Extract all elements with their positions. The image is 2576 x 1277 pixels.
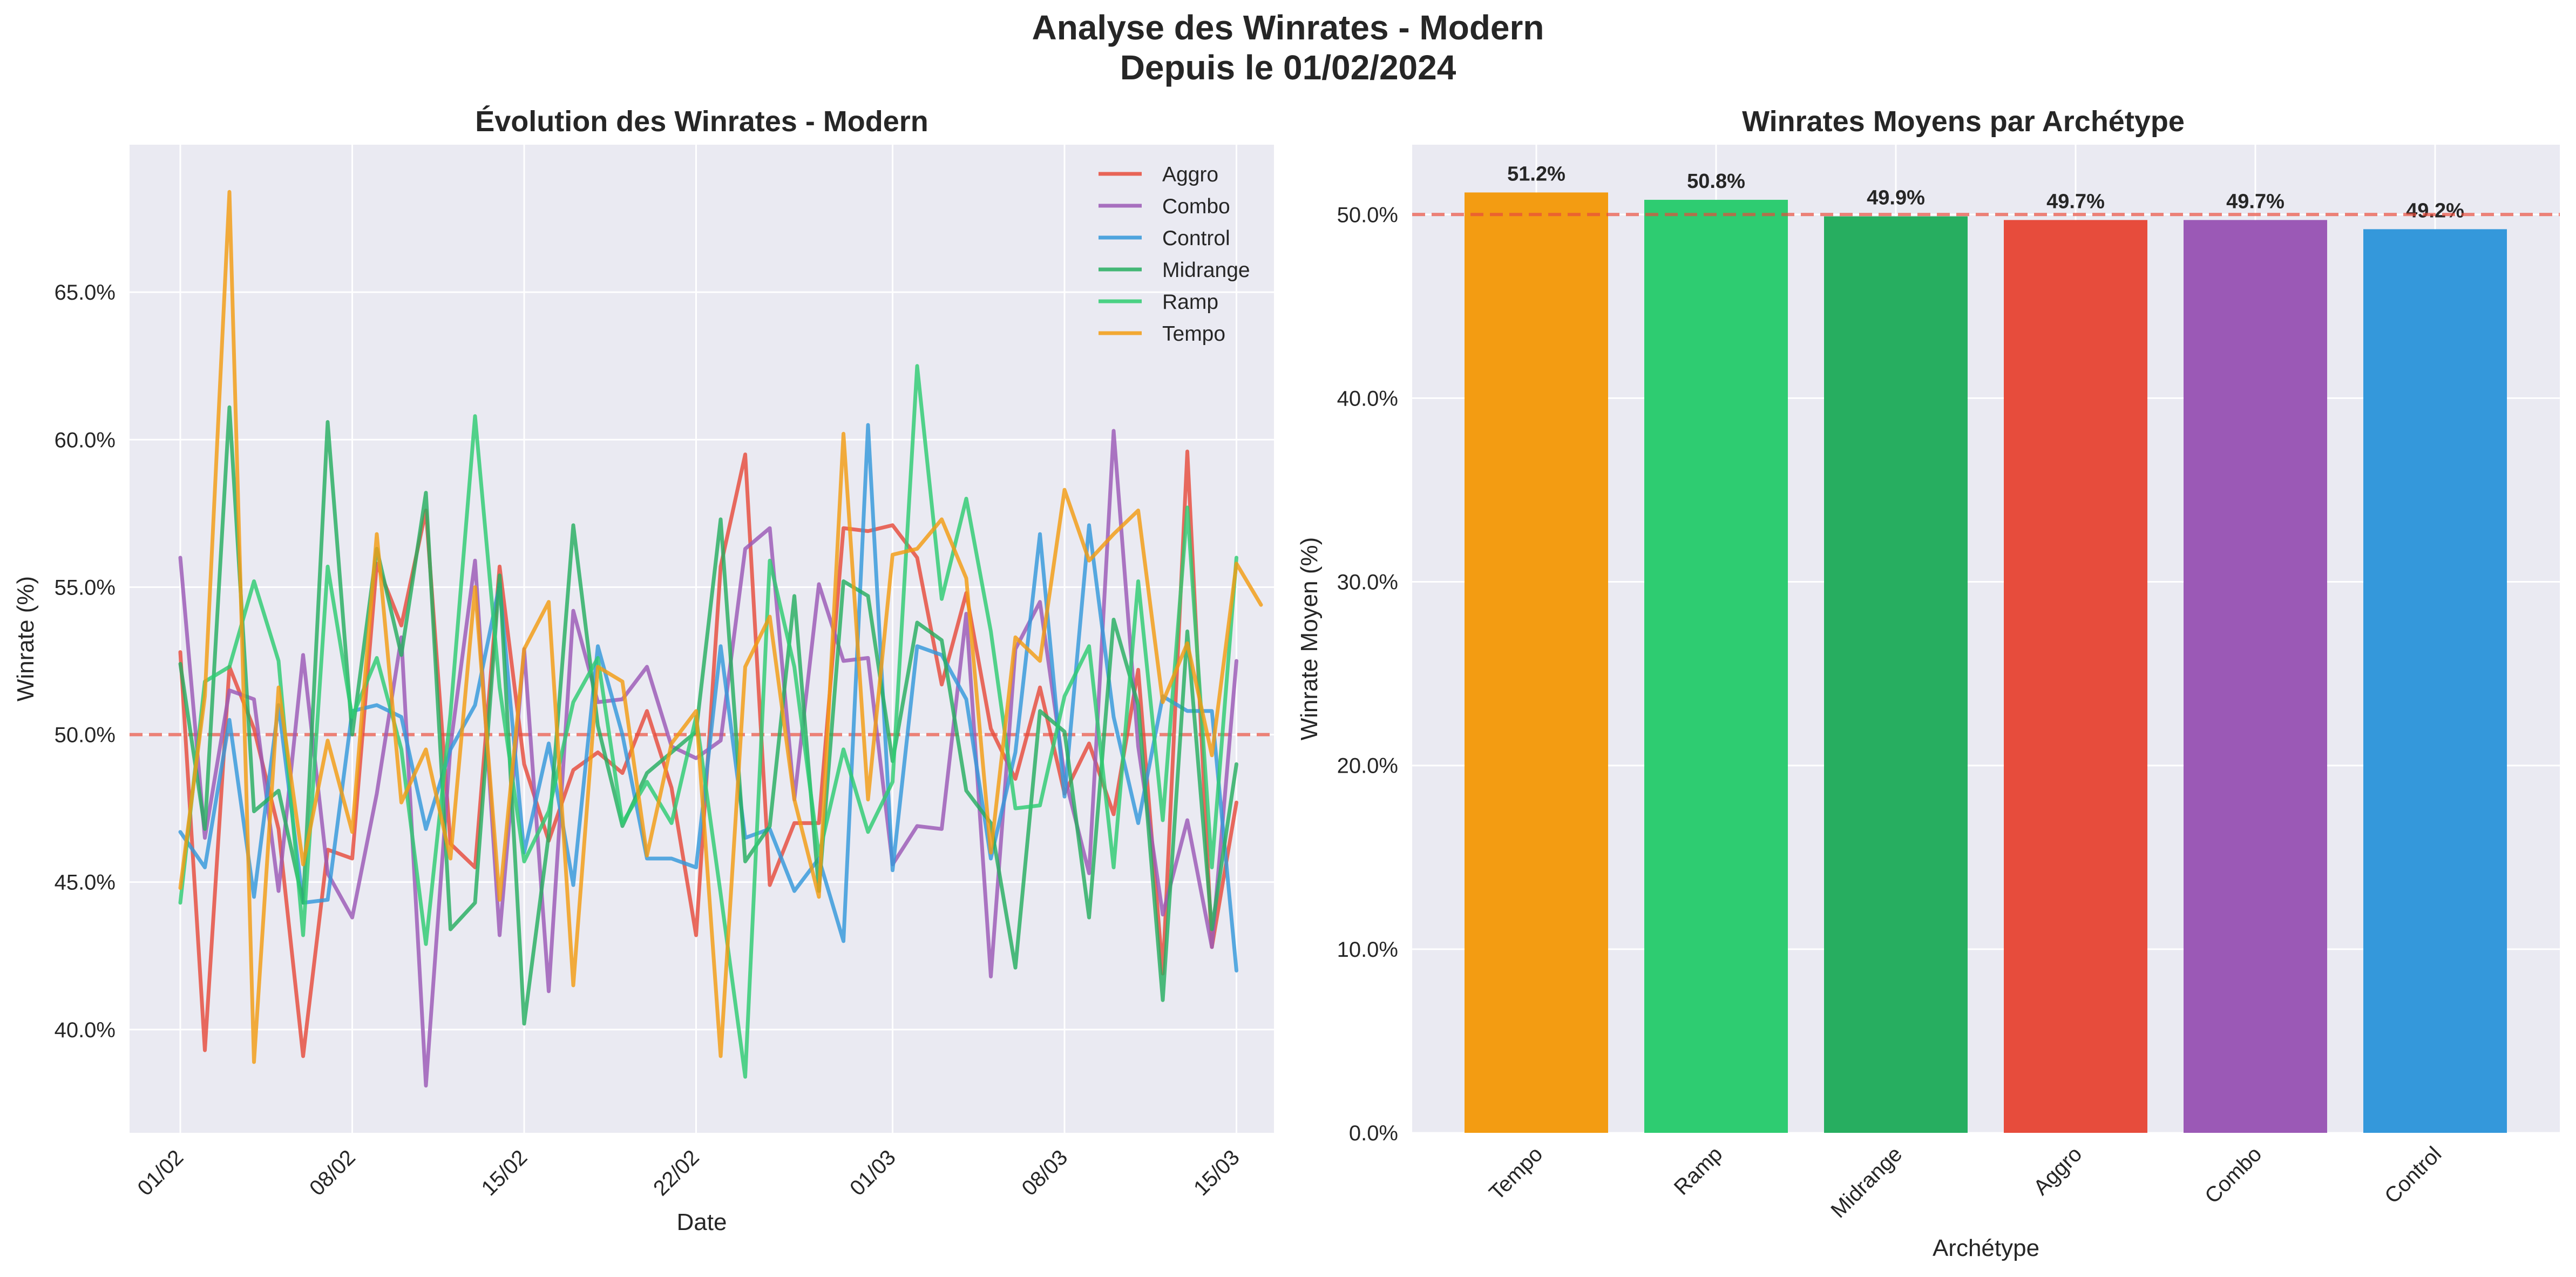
line-x-tick-label: 08/03 bbox=[1017, 1145, 1072, 1200]
bar-aggro bbox=[2004, 220, 2147, 1133]
bar-x-ticks: Tempo Ramp Midrange Aggro Combo Control bbox=[1484, 1142, 2446, 1222]
bar-y-tick-label: 20.0% bbox=[1337, 754, 1398, 778]
bar-tempo bbox=[1465, 192, 1608, 1133]
bar-y-tick-label: 30.0% bbox=[1337, 571, 1398, 594]
bar-value-label: 51.2% bbox=[1507, 163, 1565, 185]
bar-value-label: 50.8% bbox=[1687, 170, 1745, 193]
line-series-group bbox=[178, 190, 1263, 1088]
series-line-tempo bbox=[178, 190, 1263, 1064]
bar-x-tick-label: Ramp bbox=[1670, 1142, 1727, 1200]
line-x-tick-label: 08/02 bbox=[305, 1145, 360, 1200]
line-x-ticks: 01/02 08/02 15/02 22/02 01/03 08/03 15/03 bbox=[133, 1145, 1244, 1200]
bar-y-ticks: 0.0% 10.0% 20.0% 30.0% 40.0% 50.0% bbox=[1337, 203, 1398, 1145]
line-y-axis-label: Winrate (%) bbox=[12, 576, 39, 701]
bar-combo bbox=[2184, 220, 2327, 1133]
bar-y-axis-label: Winrate Moyen (%) bbox=[1296, 537, 1323, 741]
bar-x-tick-label: Control bbox=[2380, 1142, 2446, 1208]
line-x-tick-label: 01/03 bbox=[845, 1145, 900, 1200]
bar-bars: 51.2% 50.8% 49.9% 49.7% 49.7% 49.2% bbox=[1465, 163, 2507, 1133]
legend-label-midrange: Midrange bbox=[1162, 259, 1250, 282]
line-y-tick-label: 65.0% bbox=[55, 281, 116, 305]
bar-control bbox=[2363, 229, 2507, 1133]
line-x-tick-label: 15/02 bbox=[477, 1145, 532, 1200]
line-x-tick-label: 15/03 bbox=[1189, 1145, 1244, 1200]
line-chart-title: Évolution des Winrates - Modern bbox=[475, 105, 928, 138]
bar-value-label: 49.7% bbox=[2226, 190, 2284, 213]
figure-title-line2: Depuis le 01/02/2024 bbox=[1120, 48, 1456, 87]
figure-title-line1: Analyse des Winrates - Modern bbox=[1032, 8, 1544, 47]
bar-x-tick-label: Combo bbox=[2200, 1142, 2266, 1208]
bar-y-tick-label: 10.0% bbox=[1337, 938, 1398, 962]
line-chart: Évolution des Winrates - Modern 40.0% 45.… bbox=[12, 105, 1274, 1235]
legend-label-ramp: Ramp bbox=[1162, 290, 1218, 314]
line-legend: Aggro Combo Control Midrange Ramp Tempo bbox=[1099, 163, 1250, 346]
line-y-tick-label: 40.0% bbox=[55, 1018, 116, 1042]
line-y-tick-label: 55.0% bbox=[55, 576, 116, 599]
line-y-tick-label: 50.0% bbox=[55, 724, 116, 747]
bar-x-tick-label: Aggro bbox=[2029, 1142, 2087, 1200]
line-y-tick-label: 45.0% bbox=[55, 871, 116, 895]
bar-ramp bbox=[1644, 200, 1788, 1133]
bar-y-tick-label: 50.0% bbox=[1337, 203, 1398, 227]
line-plot-area bbox=[130, 145, 1274, 1133]
bar-x-tick-label: Midrange bbox=[1826, 1142, 1907, 1222]
bar-y-tick-label: 40.0% bbox=[1337, 387, 1398, 410]
bar-value-label: 49.9% bbox=[1867, 187, 1925, 210]
legend-label-aggro: Aggro bbox=[1162, 163, 1218, 186]
line-x-tick-label: 01/02 bbox=[133, 1145, 188, 1200]
line-x-axis-label: Date bbox=[677, 1209, 727, 1235]
line-y-ticks: 40.0% 45.0% 50.0% 55.0% 60.0% 65.0% bbox=[55, 281, 116, 1042]
legend-label-tempo: Tempo bbox=[1162, 322, 1225, 346]
bar-x-axis-label: Archétype bbox=[1933, 1235, 2039, 1261]
bar-y-tick-label: 0.0% bbox=[1349, 1121, 1398, 1145]
bar-value-label: 49.7% bbox=[2046, 190, 2105, 213]
line-y-tick-label: 60.0% bbox=[55, 428, 116, 452]
legend-label-control: Control bbox=[1162, 227, 1230, 250]
bar-chart-title: Winrates Moyens par Archétype bbox=[1742, 105, 2185, 138]
legend-label-combo: Combo bbox=[1162, 195, 1230, 218]
bar-midrange bbox=[1824, 216, 1968, 1133]
bar-value-label: 49.2% bbox=[2406, 199, 2464, 222]
line-x-tick-label: 22/02 bbox=[649, 1145, 704, 1200]
bar-x-tick-label: Tempo bbox=[1484, 1142, 1547, 1205]
figure-title: Analyse des Winrates - Modern Depuis le … bbox=[0, 8, 2576, 87]
series-line-ramp bbox=[178, 364, 1238, 1079]
bar-chart: Winrates Moyens par Archétype 0.0% 10.0% 2… bbox=[1296, 105, 2560, 1261]
